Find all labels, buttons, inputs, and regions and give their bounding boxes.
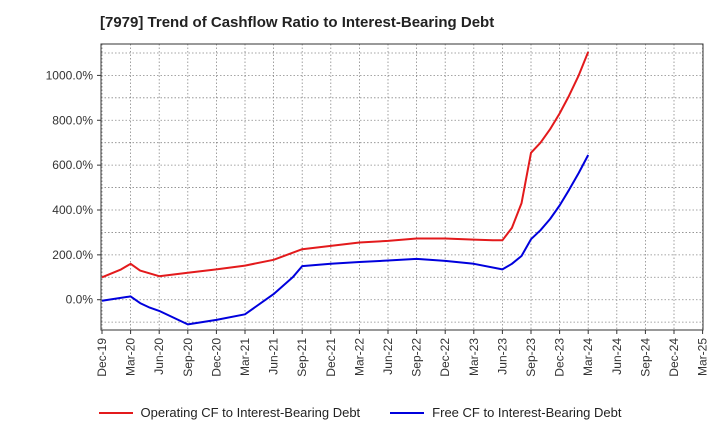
x-tick-label: Dec-19 [95,338,109,377]
x-tick-label: Sep-24 [638,338,652,377]
legend-swatch-free-cf [390,411,425,414]
legend-item-operating-cf: Operating CF to Interest-Bearing Debt [98,405,361,420]
y-tick-label: 600.0% [52,158,93,172]
y-tick-label: 200.0% [52,248,93,262]
legend-swatch-operating-cf [98,411,133,414]
x-tick-label: Mar-24 [581,338,595,376]
x-tick-label: Dec-21 [324,338,338,377]
x-tick-label: Dec-23 [553,338,567,377]
series-line-operating-cf [101,51,590,279]
y-tick-label: 800.0% [52,113,93,127]
series-layer [101,51,590,326]
plot-area [101,44,703,330]
x-tick-label: Mar-21 [238,338,252,376]
series-line-free-cf [101,154,590,326]
x-tick-label: Jun-22 [381,338,395,375]
grid-layer [101,44,703,330]
y-tick-label: 400.0% [52,203,93,217]
x-tick-label: Jun-23 [495,338,509,375]
chart-title: [7979] Trend of Cashflow Ratio to Intere… [100,14,495,31]
plot-frame [100,43,704,331]
x-tick-label: Sep-23 [524,338,538,377]
x-tick-label: Sep-22 [410,338,424,377]
x-tick-label: Dec-24 [667,338,681,377]
y-tick-label: 1000.0% [46,68,94,82]
x-tick-label: Mar-23 [467,338,481,376]
x-tick-label: Mar-20 [124,338,138,376]
x-tick-label: Jun-21 [267,338,281,375]
legend-label-free-cf: Free CF to Interest-Bearing Debt [432,405,622,420]
legend-label-operating-cf: Operating CF to Interest-Bearing Debt [140,405,361,420]
x-tick-label: Jun-20 [152,338,166,375]
x-tick-label: Mar-22 [352,338,366,376]
legend: Operating CF to Interest-Bearing Debt Fr… [0,405,720,420]
y-tick-label: 0.0% [66,293,94,307]
x-tick-label: Sep-21 [295,338,309,377]
x-tick-label: Sep-20 [181,338,195,377]
x-tick-label: Dec-20 [209,338,223,377]
x-tick-label: Mar-25 [696,338,710,376]
x-tick-label: Jun-24 [610,338,624,375]
legend-item-free-cf: Free CF to Interest-Bearing Debt [390,405,621,420]
axis-layer: Dec-19 Mar-20 Jun-20 Sep-20 Dec-20 Mar-21 Jun-… [46,68,710,376]
x-tick-label: Dec-22 [438,338,452,377]
